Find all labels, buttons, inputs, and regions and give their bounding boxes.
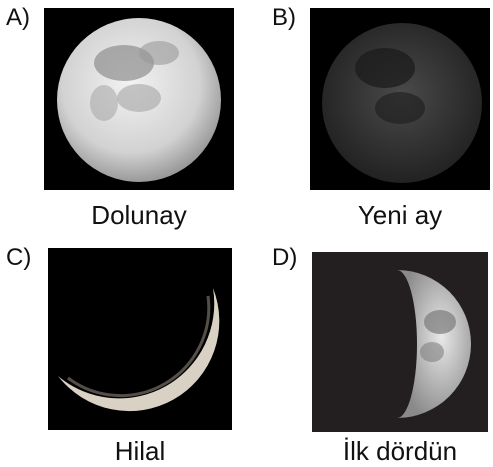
option-caption: Hilal <box>40 436 240 467</box>
option-letter: B) <box>272 4 296 32</box>
option-caption: Yeni ay <box>300 200 493 231</box>
option-caption: İlk dördün <box>300 436 493 467</box>
option-letter: D) <box>272 244 297 272</box>
option-caption: Dolunay <box>39 200 239 231</box>
new-moon-image <box>310 8 490 190</box>
question-options: A) Dolunay B) Yeni ay C) Hilal D) <box>0 0 493 467</box>
option-letter: A) <box>6 4 30 32</box>
first-quarter-moon-image <box>312 252 488 432</box>
crescent-moon-image <box>48 248 232 430</box>
option-letter: C) <box>6 244 31 272</box>
full-moon-image <box>44 8 234 190</box>
